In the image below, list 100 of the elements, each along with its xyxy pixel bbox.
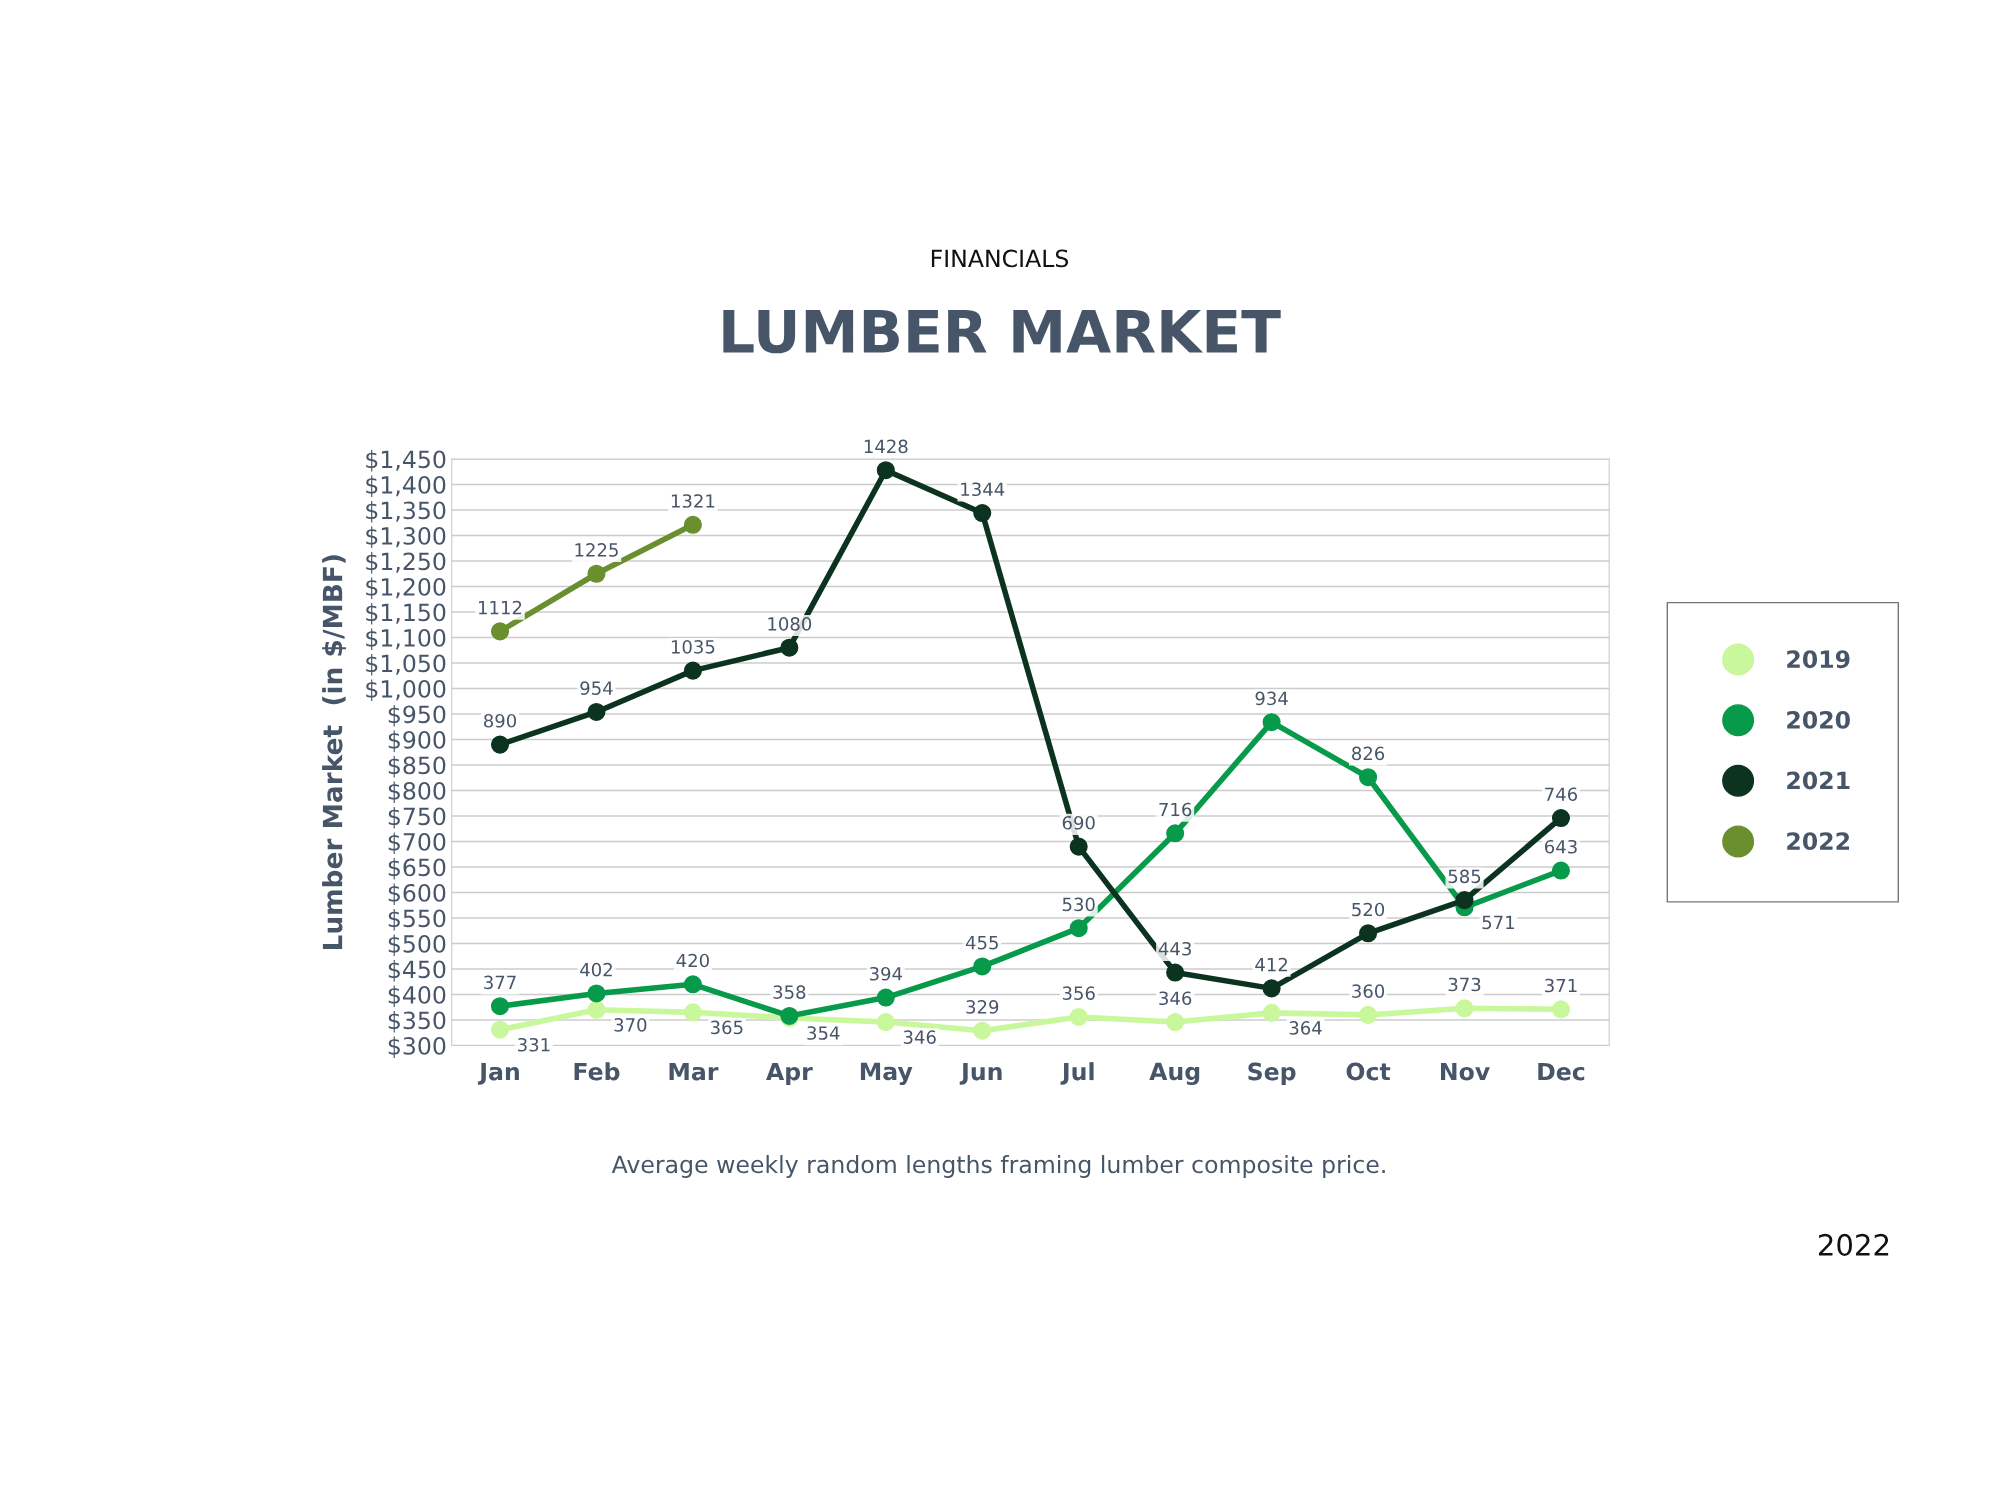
point xyxy=(1069,919,1088,938)
y-tick-label: $1,400 xyxy=(366,475,446,497)
data-label: 354 xyxy=(807,1026,840,1040)
legend-label: 2020 xyxy=(1787,710,1850,729)
point xyxy=(1551,1000,1571,1019)
point xyxy=(1166,824,1185,843)
x-tick-label: Jun xyxy=(959,1062,1002,1085)
data-label: 1080 xyxy=(768,617,812,631)
point xyxy=(876,1013,895,1032)
x-tick-label: Aug xyxy=(1149,1062,1200,1086)
y-tick-label: $1,200 xyxy=(366,577,446,599)
legend-label: 2022 xyxy=(1787,832,1850,851)
data-label: 1321 xyxy=(671,494,715,508)
point xyxy=(1069,1007,1088,1026)
point xyxy=(587,1000,606,1019)
y-tick-label: $300 xyxy=(388,1036,446,1058)
data-label: 643 xyxy=(1545,839,1577,854)
chart-title: LUMBER MARKET xyxy=(723,309,1281,354)
data-label: 443 xyxy=(1158,941,1191,956)
point xyxy=(1359,768,1378,787)
y-tick-label: $1,050 xyxy=(366,654,446,676)
data-label: 365 xyxy=(710,1020,743,1035)
data-label: 373 xyxy=(1448,977,1481,992)
point xyxy=(683,661,702,680)
data-label: 954 xyxy=(580,681,613,695)
y-tick-label: $450 xyxy=(388,960,446,982)
chart-subtitle: FINANCIALS xyxy=(931,249,1069,268)
data-label: 394 xyxy=(869,966,903,981)
y-tick-label: $1,100 xyxy=(366,628,446,650)
y-tick-label: $950 xyxy=(388,705,446,727)
point xyxy=(1166,1013,1185,1032)
data-label: 716 xyxy=(1159,802,1192,817)
y-tick-label: $750 xyxy=(388,807,446,829)
point xyxy=(1551,861,1571,880)
x-tick-label: Apr xyxy=(766,1062,813,1086)
data-label: 377 xyxy=(484,975,516,990)
y-tick-label: $1,300 xyxy=(366,526,446,548)
y-tick-label: $1,450 xyxy=(366,450,446,472)
point xyxy=(1166,963,1185,982)
point xyxy=(1551,809,1571,828)
point xyxy=(587,564,606,583)
x-tick-label: Mar xyxy=(669,1062,719,1081)
data-label: 746 xyxy=(1545,787,1578,802)
y-tick-label: $700 xyxy=(388,832,446,854)
y-tick-label: $550 xyxy=(388,909,446,931)
data-label: 826 xyxy=(1352,746,1385,761)
point xyxy=(490,997,510,1016)
y-tick-label: $500 xyxy=(388,934,446,956)
x-tick-label: Sep xyxy=(1248,1062,1296,1086)
data-label: 520 xyxy=(1352,902,1385,917)
data-label: 358 xyxy=(773,985,806,999)
point xyxy=(1262,979,1281,998)
data-label: 370 xyxy=(614,1018,647,1032)
legend-label: 2021 xyxy=(1787,771,1850,790)
point xyxy=(683,515,702,534)
point xyxy=(973,504,992,523)
data-label: 530 xyxy=(1062,897,1095,912)
point xyxy=(683,1003,702,1022)
data-label: 371 xyxy=(1545,978,1577,993)
text: 2022 xyxy=(1818,1233,1889,1256)
point xyxy=(973,957,992,976)
x-tick-label: Jan xyxy=(477,1062,519,1085)
data-label: 690 xyxy=(1062,815,1095,830)
x-tick-label: Dec xyxy=(1538,1062,1585,1081)
point xyxy=(1262,713,1281,732)
point xyxy=(490,735,510,754)
point xyxy=(876,988,895,1007)
y-tick-label: $1,000 xyxy=(366,679,446,701)
data-label: 420 xyxy=(676,953,709,968)
data-label: 1035 xyxy=(671,640,715,654)
x-tick-label: May xyxy=(860,1062,913,1086)
point xyxy=(1262,1003,1281,1022)
data-label: 1225 xyxy=(575,543,618,557)
y-axis-title: Lumber Market (in $/MBF) xyxy=(322,555,347,950)
point xyxy=(587,984,606,1003)
data-label: 1112 xyxy=(479,600,522,615)
data-label: 402 xyxy=(580,962,612,977)
point xyxy=(1359,924,1378,943)
legend-label: 2019 xyxy=(1787,650,1850,669)
y-tick-label: $900 xyxy=(388,730,446,752)
point xyxy=(1455,999,1474,1018)
data-label: 585 xyxy=(1448,869,1481,884)
x-tick-label: Jul xyxy=(1060,1062,1094,1085)
data-label: 412 xyxy=(1255,957,1288,972)
x-tick-label: Nov xyxy=(1441,1062,1490,1081)
point xyxy=(973,1021,992,1040)
data-label: 331 xyxy=(518,1037,550,1052)
y-tick-label: $850 xyxy=(388,756,446,778)
x-tick-label: Oct xyxy=(1346,1062,1391,1081)
data-label: 346 xyxy=(903,1030,936,1044)
point xyxy=(490,1020,510,1039)
point xyxy=(1455,891,1474,910)
text: Average weekly random lengths framing lumber composite price. xyxy=(611,1155,1385,1178)
y-tick-label: $600 xyxy=(388,883,446,905)
point xyxy=(876,461,895,480)
data-label: 1344 xyxy=(961,482,1005,497)
data-label: 364 xyxy=(1289,1021,1322,1035)
y-tick-label: $1,150 xyxy=(366,603,446,625)
y-tick-label: $400 xyxy=(388,985,446,1007)
data-label: 346 xyxy=(1159,991,1192,1006)
